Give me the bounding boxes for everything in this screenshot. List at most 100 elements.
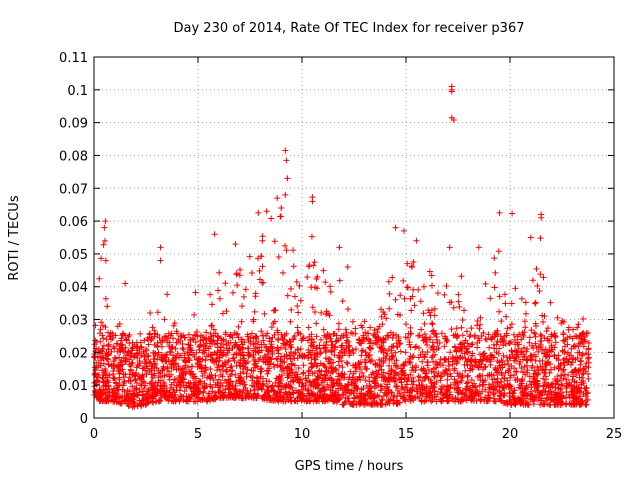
data-point bbox=[366, 352, 373, 359]
data-point bbox=[300, 370, 307, 377]
data-point bbox=[438, 372, 445, 379]
data-point bbox=[371, 392, 378, 399]
data-point bbox=[266, 365, 273, 372]
data-point bbox=[443, 283, 450, 290]
data-point bbox=[158, 339, 165, 346]
data-point bbox=[469, 350, 476, 357]
data-point bbox=[441, 291, 448, 298]
data-point bbox=[157, 244, 164, 251]
data-point bbox=[335, 320, 342, 327]
y-tick-label: 0 bbox=[80, 412, 88, 427]
data-point bbox=[575, 368, 582, 375]
data-point bbox=[391, 360, 398, 367]
data-point bbox=[556, 365, 563, 372]
data-point bbox=[477, 321, 484, 328]
data-point bbox=[505, 369, 512, 376]
data-point bbox=[510, 390, 517, 397]
data-point bbox=[566, 394, 573, 401]
data-point bbox=[237, 370, 244, 377]
data-point bbox=[420, 283, 427, 290]
data-point bbox=[576, 384, 583, 391]
data-point bbox=[519, 398, 526, 405]
data-point bbox=[121, 396, 128, 403]
data-point bbox=[399, 368, 406, 375]
data-point bbox=[570, 390, 577, 397]
data-point bbox=[341, 371, 348, 378]
data-point bbox=[274, 396, 281, 403]
data-point bbox=[322, 364, 329, 371]
data-point bbox=[292, 374, 299, 381]
data-point bbox=[515, 345, 522, 352]
axis-layer: 0 5 10 15 20 25 0 0.01 0.02 0.03 0.04 0.05 0.06 0.07 0… bbox=[59, 51, 622, 442]
data-point bbox=[308, 364, 315, 371]
data-point bbox=[445, 366, 452, 373]
data-point bbox=[442, 333, 449, 340]
data-point bbox=[486, 344, 493, 351]
data-point bbox=[419, 377, 426, 384]
data-point bbox=[227, 339, 234, 346]
data-point bbox=[138, 376, 145, 383]
data-point bbox=[451, 376, 458, 383]
data-point bbox=[263, 208, 270, 215]
data-point bbox=[441, 343, 448, 350]
data-point bbox=[305, 324, 312, 331]
data-point bbox=[200, 337, 207, 344]
data-point bbox=[216, 269, 223, 276]
data-point bbox=[280, 367, 287, 374]
data-point bbox=[528, 352, 535, 359]
data-point bbox=[202, 367, 209, 374]
data-point bbox=[496, 388, 503, 395]
data-point bbox=[407, 295, 414, 302]
data-point bbox=[410, 286, 417, 293]
data-point bbox=[464, 349, 471, 356]
data-point bbox=[336, 277, 343, 284]
data-point bbox=[369, 369, 376, 376]
data-point bbox=[402, 349, 409, 356]
data-point bbox=[210, 357, 217, 364]
data-point bbox=[380, 335, 387, 342]
data-point bbox=[205, 390, 212, 397]
data-point bbox=[192, 339, 199, 346]
data-point bbox=[233, 378, 240, 385]
data-point bbox=[329, 387, 336, 394]
data-point bbox=[463, 380, 470, 387]
data-point bbox=[102, 365, 109, 372]
data-point bbox=[242, 286, 249, 293]
data-point bbox=[383, 383, 390, 390]
data-point bbox=[192, 398, 199, 405]
data-point bbox=[131, 398, 138, 405]
data-point bbox=[351, 394, 358, 401]
data-point bbox=[464, 340, 471, 347]
data-point bbox=[223, 368, 230, 375]
data-point bbox=[226, 381, 233, 388]
data-point bbox=[512, 357, 519, 364]
data-point bbox=[358, 370, 365, 377]
data-point bbox=[157, 257, 164, 264]
data-point bbox=[186, 368, 193, 375]
data-point bbox=[258, 328, 265, 335]
data-point bbox=[383, 390, 390, 397]
data-point bbox=[309, 370, 316, 377]
y-tick-label: 0.05 bbox=[59, 248, 88, 263]
data-point bbox=[150, 350, 157, 357]
data-point bbox=[409, 364, 416, 371]
data-point bbox=[429, 384, 436, 391]
data-point bbox=[259, 381, 266, 388]
data-point bbox=[519, 388, 526, 395]
data-point bbox=[110, 385, 117, 392]
data-point bbox=[175, 395, 182, 402]
data-point bbox=[276, 382, 283, 389]
data-point bbox=[539, 312, 546, 319]
data-point bbox=[533, 393, 540, 400]
data-point bbox=[164, 291, 171, 298]
data-point bbox=[353, 383, 360, 390]
y-tick-label: 0.02 bbox=[59, 346, 88, 361]
data-point bbox=[481, 353, 488, 360]
data-point bbox=[127, 366, 134, 373]
data-point bbox=[145, 341, 152, 348]
data-point bbox=[105, 342, 112, 349]
data-point bbox=[309, 304, 316, 311]
data-point bbox=[116, 345, 123, 352]
data-point bbox=[164, 339, 171, 346]
data-point bbox=[284, 374, 291, 381]
